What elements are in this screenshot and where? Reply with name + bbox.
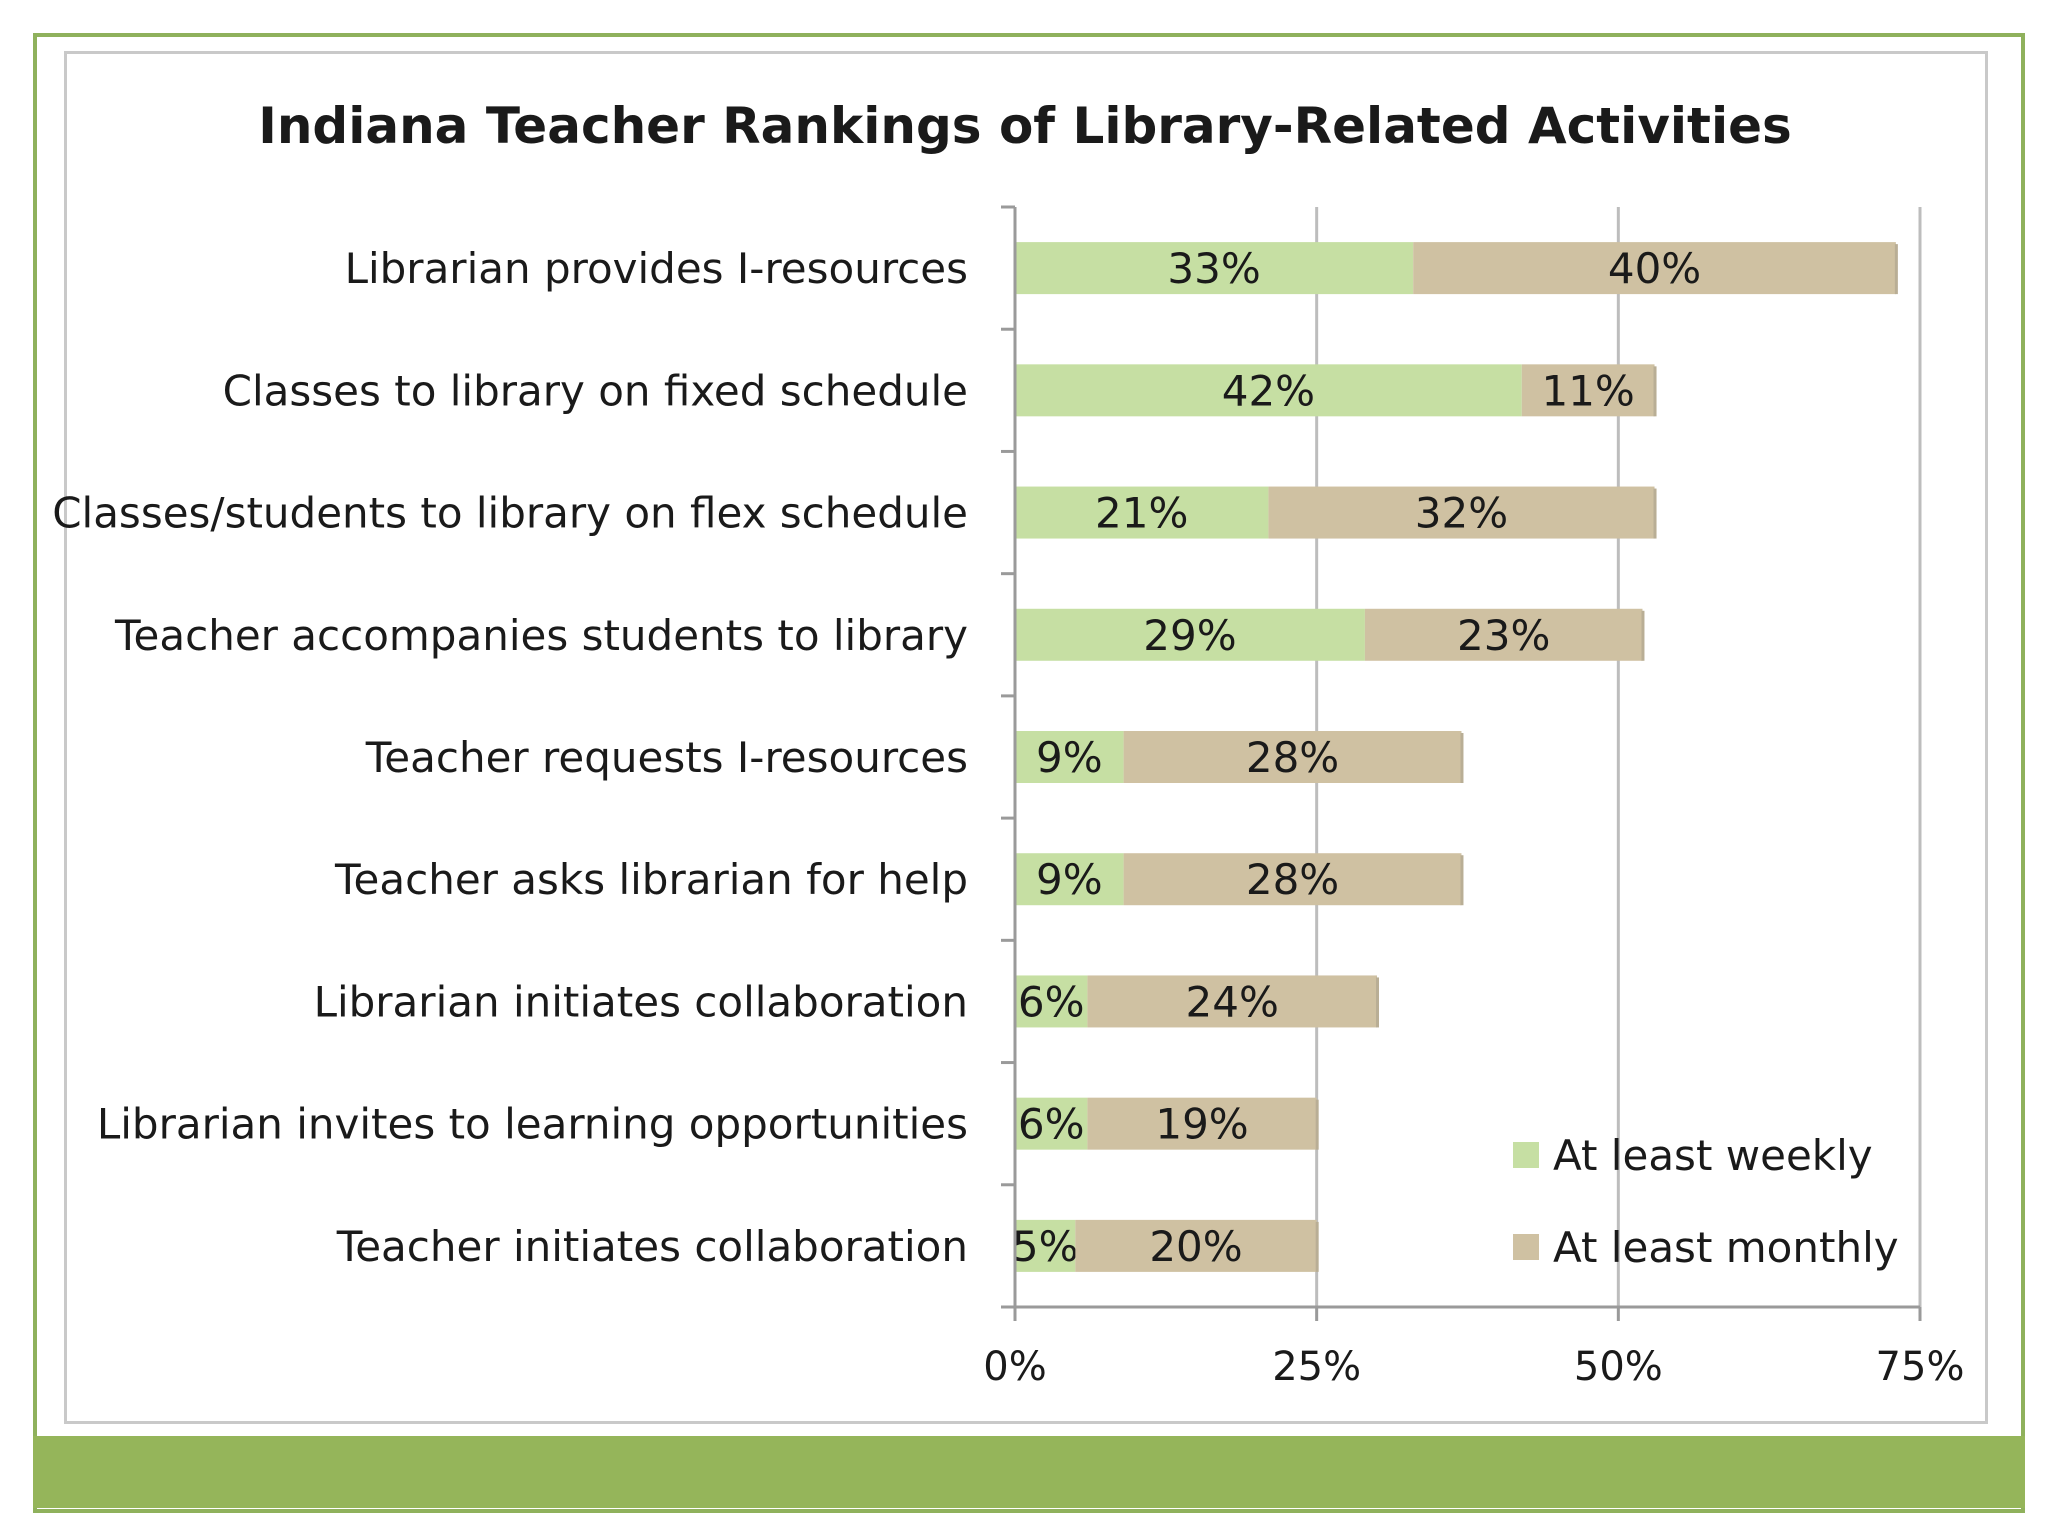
data-label: 40% (1608, 244, 1701, 293)
data-label: 28% (1246, 733, 1339, 782)
data-label: 20% (1149, 1222, 1242, 1271)
bar-segment-weekly (1015, 853, 1124, 906)
category-label: Librarian initiates collaboration (314, 977, 968, 1026)
bar-end-shadow (1460, 733, 1464, 783)
x-tick-label: 25% (1272, 1344, 1361, 1390)
bar-segment-monthly (1268, 486, 1655, 539)
bar-segment-monthly (1364, 608, 1643, 661)
bar-segment-monthly (1521, 364, 1655, 417)
bar-segment-weekly (1015, 1097, 1088, 1150)
data-label: 6% (1018, 1100, 1085, 1149)
bar-segment-weekly (1015, 608, 1365, 661)
bar-end-shadow (1653, 488, 1657, 539)
bar-segment-weekly (1015, 975, 1088, 1028)
bar-end-shadow (1315, 1221, 1319, 1272)
x-tick-label: 50% (1574, 1344, 1663, 1390)
data-label: 9% (1036, 733, 1103, 782)
data-label: 21% (1095, 489, 1188, 538)
category-label: Classes/students to library on flex sche… (52, 489, 968, 538)
chart-title: Indiana Teacher Rankings of Library-Rela… (258, 97, 1792, 155)
bar-end-shadow (1376, 977, 1379, 1028)
category-label: Classes to library on fixed schedule (223, 366, 968, 415)
bar-segment-weekly (1015, 242, 1414, 295)
category-label: Librarian provides I-resources (345, 244, 968, 293)
bar-segment-monthly (1075, 1219, 1317, 1272)
bar-segment-weekly (1015, 364, 1522, 417)
bar-segment-monthly (1087, 1097, 1317, 1150)
data-label: 32% (1415, 489, 1508, 538)
bar-segment-weekly (1015, 486, 1269, 539)
legend: At least weekly At least monthly (1513, 1131, 1899, 1272)
data-label: 28% (1246, 855, 1339, 904)
data-label: 6% (1018, 977, 1085, 1026)
legend-label: At least weekly (1553, 1131, 1873, 1180)
category-label: Teacher initiates collaboration (336, 1222, 968, 1271)
data-label: 24% (1186, 977, 1279, 1026)
category-label: Teacher asks librarian for help (334, 855, 968, 904)
bar-end-shadow (1653, 366, 1657, 417)
bar-end-shadow (1460, 855, 1464, 906)
category-label: Teacher requests I-resources (365, 733, 968, 782)
data-label: 11% (1541, 366, 1634, 415)
data-label: 42% (1222, 366, 1315, 415)
legend-swatch (1513, 1234, 1539, 1260)
bar-end-shadow (1315, 1099, 1319, 1150)
x-tick-label: 75% (1876, 1344, 1965, 1390)
data-label: 29% (1143, 611, 1236, 660)
data-label: 9% (1036, 855, 1103, 904)
bar-segment-weekly (1015, 731, 1124, 783)
bar-segment-monthly (1123, 731, 1462, 783)
x-tick-labels: 0% 25% 50% 75% (983, 1344, 1964, 1390)
footer-band (33, 1436, 2025, 1508)
bar-segment-monthly (1123, 853, 1462, 906)
data-label: 19% (1155, 1100, 1248, 1149)
bar-segment-weekly (1015, 1219, 1076, 1272)
bar-segment-monthly (1413, 242, 1896, 295)
legend-label: At least monthly (1553, 1223, 1899, 1272)
axes (1001, 205, 1922, 1321)
x-tick-label: 0% (983, 1344, 1046, 1390)
bar-end-shadow (1894, 244, 1898, 295)
category-label: Librarian invites to learning opportunit… (97, 1100, 968, 1149)
data-label: 23% (1457, 611, 1550, 660)
bar-segment-monthly (1087, 975, 1377, 1028)
legend-swatch (1513, 1142, 1539, 1168)
bar-end-shadow (1641, 610, 1645, 661)
category-label: Teacher accompanies students to library (114, 611, 968, 660)
data-label: 5% (1012, 1222, 1079, 1271)
data-label: 33% (1167, 244, 1260, 293)
bars: 33% 40% 42% 11% 21% 32% 29% 23% 9% 28% 9% 28% 6% 24% 6… (1012, 242, 1898, 1272)
category-labels: Librarian provides I-resources Classes to… (52, 244, 968, 1271)
